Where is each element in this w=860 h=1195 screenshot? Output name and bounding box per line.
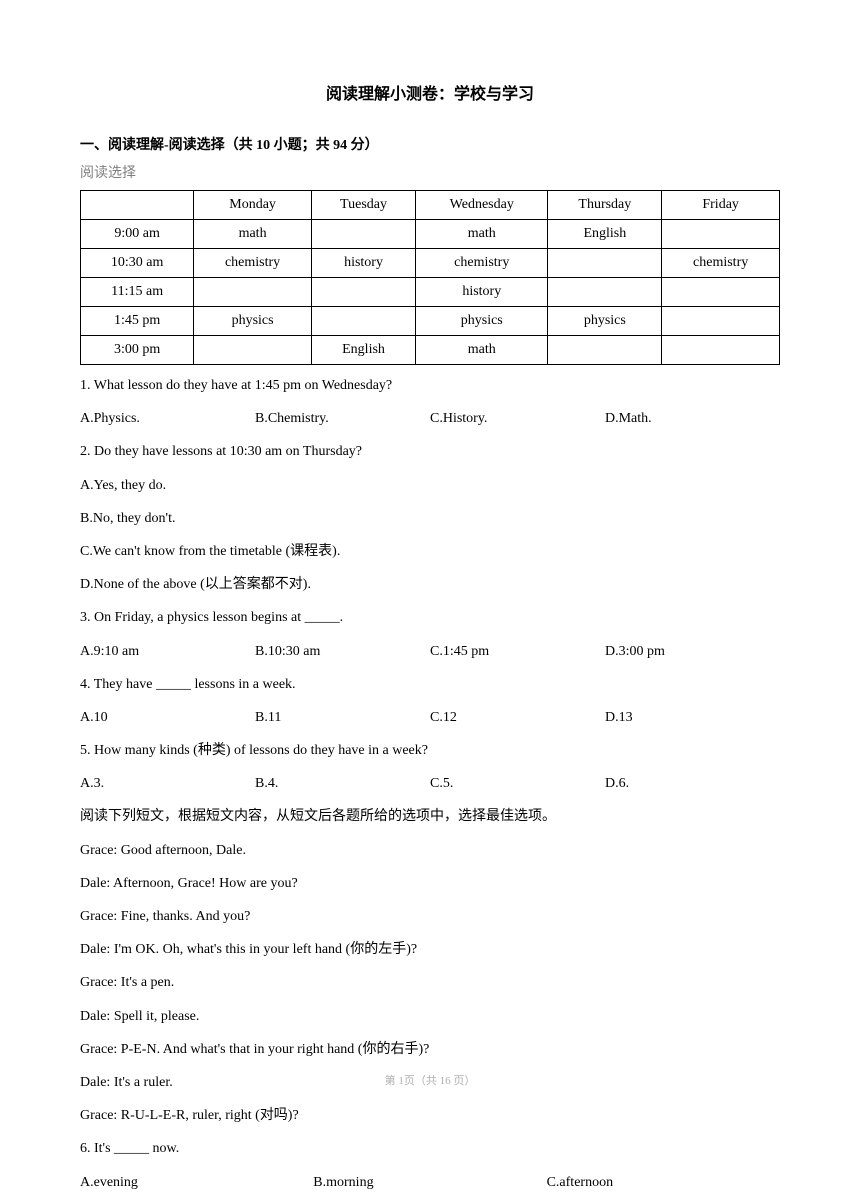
table-cell: 10:30 am bbox=[81, 249, 194, 278]
table-row: 10:30 am chemistry history chemistry che… bbox=[81, 249, 780, 278]
dialogue-line: Dale: I'm OK. Oh, what's this in your le… bbox=[80, 937, 780, 962]
option-a: A.9:10 am bbox=[80, 639, 255, 664]
table-cell bbox=[662, 220, 780, 249]
table-header-cell bbox=[81, 191, 194, 220]
table-cell bbox=[662, 278, 780, 307]
dialogue-line: Grace: P-E-N. And what's that in your ri… bbox=[80, 1037, 780, 1062]
option-a: A.Yes, they do. bbox=[80, 473, 780, 498]
table-cell bbox=[548, 336, 662, 365]
page-footer: 第 1页（共 16 页） bbox=[0, 1072, 860, 1088]
table-cell: math bbox=[194, 220, 312, 249]
option-c: C.1:45 pm bbox=[430, 639, 605, 664]
table-cell: physics bbox=[416, 307, 548, 336]
table-cell bbox=[662, 336, 780, 365]
option-c: C.12 bbox=[430, 705, 605, 730]
table-cell: chemistry bbox=[416, 249, 548, 278]
table-cell: math bbox=[416, 336, 548, 365]
option-b: B.Chemistry. bbox=[255, 406, 430, 431]
table-row: 11:15 am history bbox=[81, 278, 780, 307]
page-title: 阅读理解小测卷：学校与学习 bbox=[80, 80, 780, 104]
option-c: C.History. bbox=[430, 406, 605, 431]
table-cell: math bbox=[416, 220, 548, 249]
dialogue-line: Grace: It's a pen. bbox=[80, 970, 780, 995]
question-text: 3. On Friday, a physics lesson begins at… bbox=[80, 605, 780, 630]
option-d: D.3:00 pm bbox=[605, 639, 780, 664]
table-cell bbox=[311, 307, 415, 336]
dialogue-line: Dale: Afternoon, Grace! How are you? bbox=[80, 871, 780, 896]
table-header-cell: Thursday bbox=[548, 191, 662, 220]
table-cell bbox=[311, 278, 415, 307]
question-text: 1. What lesson do they have at 1:45 pm o… bbox=[80, 373, 780, 398]
timetable: Monday Tuesday Wednesday Thursday Friday… bbox=[80, 190, 780, 365]
option-c: C.afternoon bbox=[547, 1170, 780, 1195]
dialogue-line: Grace: Fine, thanks. And you? bbox=[80, 904, 780, 929]
option-b: B.11 bbox=[255, 705, 430, 730]
option-b: B.4. bbox=[255, 771, 430, 796]
option-c: C.We can't know from the timetable (课程表)… bbox=[80, 539, 780, 564]
options-row: A.evening B.morning C.afternoon bbox=[80, 1170, 780, 1195]
option-d: D.None of the above (以上答案都不对). bbox=[80, 572, 780, 597]
options-row: A.9:10 am B.10:30 am C.1:45 pm D.3:00 pm bbox=[80, 639, 780, 664]
table-cell: history bbox=[416, 278, 548, 307]
table-cell: chemistry bbox=[194, 249, 312, 278]
table-cell: chemistry bbox=[662, 249, 780, 278]
table-cell bbox=[194, 278, 312, 307]
table-cell: 1:45 pm bbox=[81, 307, 194, 336]
table-cell: physics bbox=[194, 307, 312, 336]
option-c: C.5. bbox=[430, 771, 605, 796]
question-text: 4. They have _____ lessons in a week. bbox=[80, 672, 780, 697]
table-cell: physics bbox=[548, 307, 662, 336]
table-cell: English bbox=[311, 336, 415, 365]
table-cell: 3:00 pm bbox=[81, 336, 194, 365]
table-header-cell: Wednesday bbox=[416, 191, 548, 220]
table-row: 9:00 am math math English bbox=[81, 220, 780, 249]
option-b: B.morning bbox=[313, 1170, 546, 1195]
options-row: A.Physics. B.Chemistry. C.History. D.Mat… bbox=[80, 406, 780, 431]
options-row: A.10 B.11 C.12 D.13 bbox=[80, 705, 780, 730]
section-header: 一、阅读理解-阅读选择（共 10 小题；共 94 分） bbox=[80, 134, 780, 154]
question-text: 5. How many kinds (种类) of lessons do the… bbox=[80, 738, 780, 763]
table-cell bbox=[548, 278, 662, 307]
table-cell bbox=[311, 220, 415, 249]
table-header-row: Monday Tuesday Wednesday Thursday Friday bbox=[81, 191, 780, 220]
dialogue-line: Dale: Spell it, please. bbox=[80, 1004, 780, 1029]
dialogue-line: Grace: Good afternoon, Dale. bbox=[80, 838, 780, 863]
table-cell bbox=[194, 336, 312, 365]
table-header-cell: Monday bbox=[194, 191, 312, 220]
option-d: D.6. bbox=[605, 771, 780, 796]
option-b: B.10:30 am bbox=[255, 639, 430, 664]
table-cell bbox=[662, 307, 780, 336]
passage-intro: 阅读下列短文，根据短文内容，从短文后各题所给的选项中，选择最佳选项。 bbox=[80, 804, 780, 829]
table-cell: English bbox=[548, 220, 662, 249]
table-row: 1:45 pm physics physics physics bbox=[81, 307, 780, 336]
subsection-label: 阅读选择 bbox=[80, 162, 780, 182]
table-cell: 11:15 am bbox=[81, 278, 194, 307]
dialogue-line: Grace: R-U-L-E-R, ruler, right (对吗)? bbox=[80, 1103, 780, 1128]
option-a: A.evening bbox=[80, 1170, 313, 1195]
question-text: 6. It's _____ now. bbox=[80, 1136, 780, 1161]
option-d: D.Math. bbox=[605, 406, 780, 431]
option-b: B.No, they don't. bbox=[80, 506, 780, 531]
option-a: A.10 bbox=[80, 705, 255, 730]
option-d: D.13 bbox=[605, 705, 780, 730]
option-a: A.3. bbox=[80, 771, 255, 796]
question-text: 2. Do they have lessons at 10:30 am on T… bbox=[80, 439, 780, 464]
table-row: 3:00 pm English math bbox=[81, 336, 780, 365]
table-header-cell: Tuesday bbox=[311, 191, 415, 220]
options-row: A.3. B.4. C.5. D.6. bbox=[80, 771, 780, 796]
table-cell: history bbox=[311, 249, 415, 278]
table-cell bbox=[548, 249, 662, 278]
table-header-cell: Friday bbox=[662, 191, 780, 220]
table-cell: 9:00 am bbox=[81, 220, 194, 249]
option-a: A.Physics. bbox=[80, 406, 255, 431]
